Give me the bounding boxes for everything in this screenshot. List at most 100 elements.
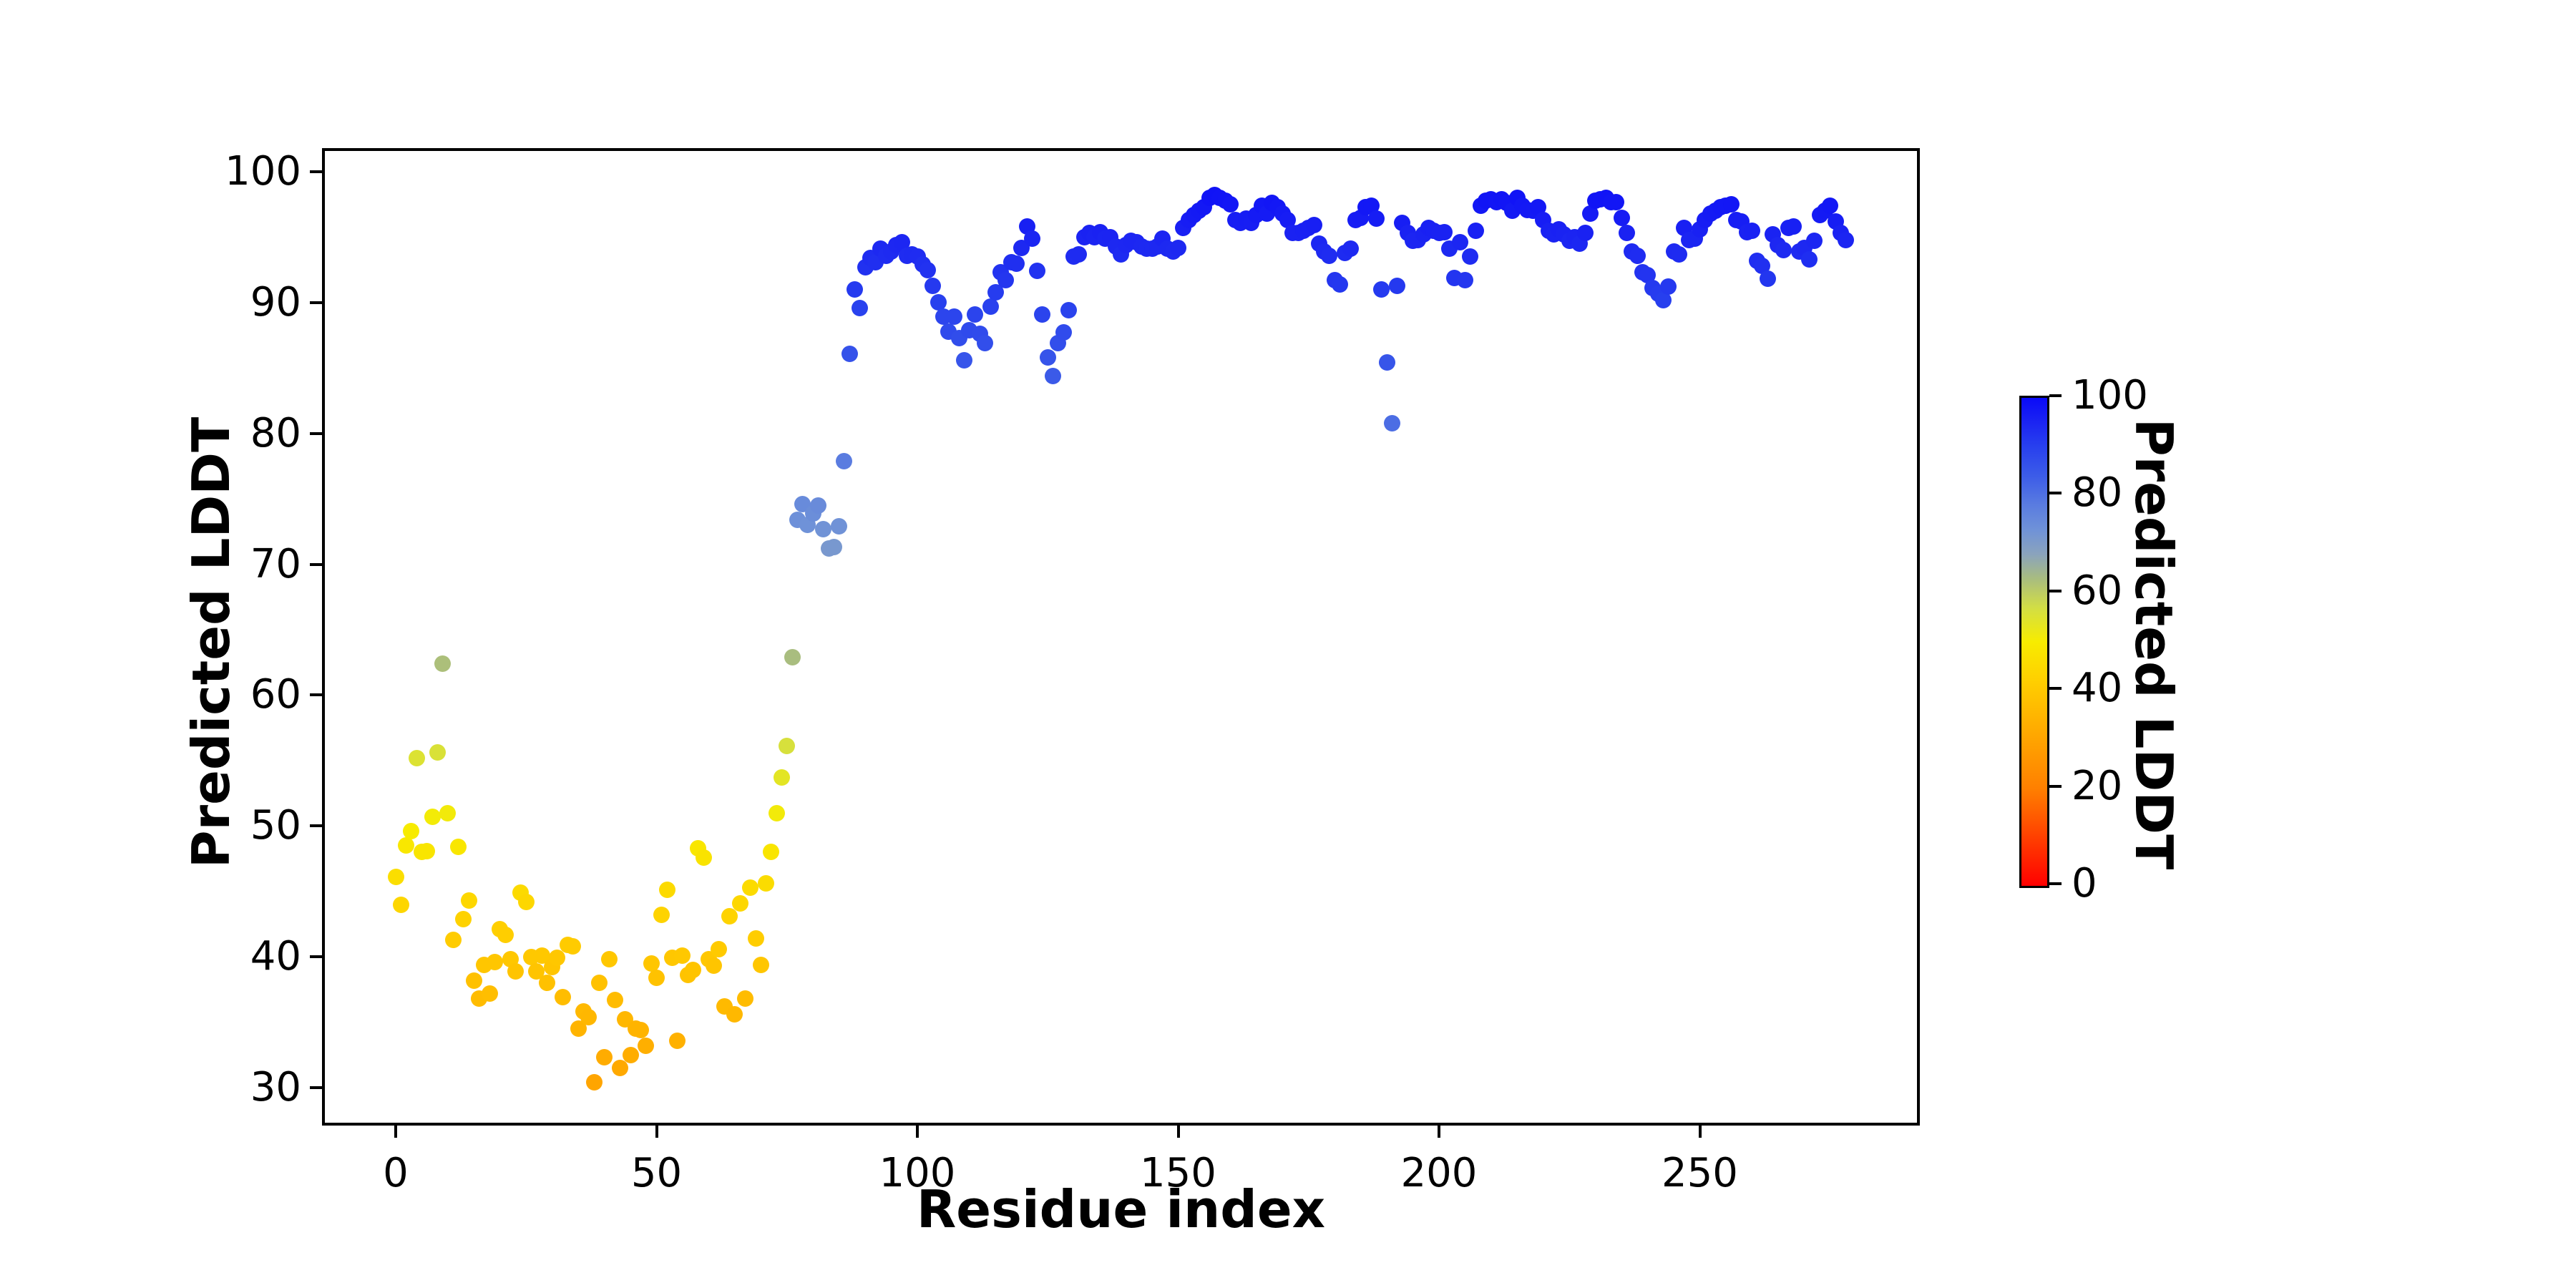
colorbar-label: Predicted LDDT: [2124, 418, 2184, 870]
data-point: [841, 345, 858, 362]
data-point: [731, 894, 748, 912]
data-point: [1608, 193, 1625, 210]
tick-label: 100: [879, 1150, 956, 1196]
data-point: [747, 930, 764, 947]
data-point: [977, 335, 994, 352]
tick-label: 70: [250, 540, 301, 587]
tick-label: 250: [1662, 1150, 1738, 1196]
data-point: [711, 940, 728, 957]
data-point: [997, 272, 1015, 289]
data-point: [1435, 223, 1453, 240]
data-point: [1629, 247, 1646, 264]
y-axis-label: Predicted LDDT: [181, 416, 241, 869]
data-point: [674, 947, 691, 964]
data-point: [1039, 349, 1056, 366]
data-point: [497, 926, 514, 943]
data-point: [1221, 196, 1239, 213]
tick-label: 80: [250, 409, 301, 457]
data-point: [1362, 197, 1380, 215]
data-point: [685, 961, 702, 978]
data-point: [658, 882, 675, 899]
tick-mark: [310, 824, 322, 828]
data-point: [554, 989, 571, 1006]
tick-label: 150: [1140, 1150, 1216, 1196]
data-point: [1613, 209, 1630, 226]
data-point: [726, 1006, 743, 1023]
data-point: [736, 990, 753, 1008]
data-point: [1331, 275, 1348, 293]
data-point: [606, 992, 623, 1008]
tick-mark: [310, 1086, 322, 1090]
data-point: [695, 849, 712, 866]
data-point: [1775, 242, 1792, 259]
colorbar-tick-mark: [2049, 882, 2062, 885]
colorbar-tick-mark: [2049, 492, 2062, 495]
colorbar-tick-label: 0: [2072, 860, 2097, 907]
data-point: [1581, 205, 1599, 222]
data-point: [752, 956, 769, 973]
data-point: [1838, 231, 1855, 248]
tick-label: 40: [250, 933, 301, 980]
colorbar-tick-mark: [2049, 687, 2062, 691]
colorbar-tick-label: 40: [2072, 665, 2123, 712]
data-point: [596, 1049, 613, 1066]
data-point: [398, 837, 415, 854]
tick-mark: [1698, 1126, 1702, 1138]
data-point: [1389, 277, 1406, 294]
tick-mark: [310, 301, 322, 304]
tick-label: 200: [1400, 1150, 1478, 1196]
data-point: [1070, 245, 1088, 263]
data-point: [779, 738, 796, 755]
tick-label: 60: [250, 671, 301, 718]
data-point: [424, 808, 441, 825]
data-point: [825, 539, 842, 556]
data-point: [956, 351, 973, 369]
data-point: [1451, 234, 1468, 251]
data-point: [1722, 196, 1740, 213]
data-point: [1342, 240, 1359, 258]
data-point: [487, 953, 503, 970]
data-point: [742, 879, 759, 896]
data-point: [580, 1008, 597, 1025]
data-point: [721, 907, 738, 924]
data-point: [590, 975, 608, 992]
data-point: [852, 299, 869, 316]
tick-mark: [916, 1126, 919, 1138]
x-axis-label: Residue index: [916, 1179, 1326, 1239]
data-point: [919, 261, 937, 278]
tick-label: 50: [630, 1150, 683, 1196]
data-point: [538, 975, 555, 992]
data-point: [1029, 263, 1046, 280]
colorbar-tick-label: 100: [2072, 372, 2148, 419]
colorbar-tick-mark: [2049, 589, 2062, 592]
data-point: [1378, 354, 1395, 371]
data-point: [429, 744, 446, 761]
data-point: [1383, 414, 1400, 431]
data-point: [1785, 218, 1802, 235]
data-point: [1801, 251, 1818, 268]
data-point: [809, 497, 826, 514]
data-point: [622, 1046, 639, 1063]
data-point: [1055, 324, 1072, 341]
data-point: [444, 931, 462, 948]
data-point: [403, 823, 420, 840]
data-point: [987, 283, 1004, 301]
data-point: [1045, 367, 1062, 384]
data-point: [460, 892, 477, 909]
tick-mark: [310, 693, 322, 697]
data-point: [565, 938, 582, 955]
data-point: [1618, 225, 1635, 242]
tick-mark: [310, 431, 322, 435]
data-point: [1806, 233, 1823, 250]
data-point: [1639, 266, 1657, 283]
data-point: [847, 281, 864, 298]
data-point: [1305, 217, 1322, 234]
data-point: [1743, 222, 1760, 239]
data-point: [1654, 291, 1672, 308]
data-point: [419, 842, 436, 859]
data-point: [528, 962, 545, 980]
data-point: [533, 947, 550, 964]
data-point: [831, 518, 848, 535]
data-point: [507, 962, 525, 980]
tick-mark: [394, 1126, 397, 1138]
